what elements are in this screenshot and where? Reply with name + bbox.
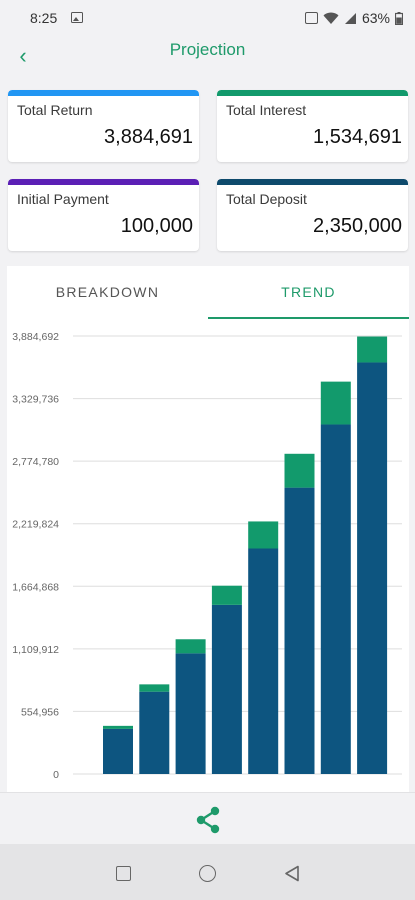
y-tick-label: 2,774,780 — [12, 456, 59, 468]
card-accent-strip — [217, 179, 408, 185]
tab-breakdown[interactable]: BREAKDOWN — [55, 284, 160, 300]
bar-deposit — [248, 548, 279, 774]
app-bar: ‹ Projection — [0, 36, 415, 76]
bar-interest — [211, 585, 242, 605]
bar-deposit — [103, 728, 133, 774]
nfc-icon — [304, 12, 318, 24]
total-interest-card: Total Interest 1,534,691 — [217, 90, 408, 162]
bar-interest — [175, 639, 206, 654]
wifi-icon — [323, 12, 339, 24]
y-tick-label: 1,109,912 — [12, 644, 59, 656]
battery-icon — [395, 11, 403, 25]
signal-icon — [344, 12, 356, 24]
bar-interest — [248, 521, 279, 549]
square-icon[interactable] — [116, 866, 131, 881]
initial-payment-card: Initial Payment 100,000 — [8, 179, 199, 251]
y-tick-label: 0 — [53, 769, 59, 781]
bar-deposit — [175, 653, 206, 774]
card-accent-strip — [217, 90, 408, 96]
bar-deposit — [357, 362, 388, 774]
y-tick-label: 1,664,868 — [12, 581, 59, 593]
total-interest-value: 1,534,691 — [313, 126, 402, 148]
tab-bar: BREAKDOWN TREND — [7, 266, 409, 320]
total-return-card: Total Return 3,884,691 — [8, 90, 199, 162]
bar-deposit — [211, 604, 242, 774]
triangle-back-icon[interactable] — [284, 865, 300, 882]
initial-payment-label: Initial Payment — [17, 191, 109, 207]
chevron-left-icon[interactable]: ‹ — [19, 43, 27, 68]
bottom-bar — [0, 792, 415, 844]
trend-chart: 0 554,956 1,109,912 1,664,868 2,219,824 2,774… — [12, 331, 402, 781]
total-interest-label: Total Interest — [226, 102, 307, 118]
bar-interest — [357, 336, 388, 363]
card-accent-strip — [8, 179, 199, 185]
chart-panel: BREAKDOWN TREND 0 554,956 1,109,912 1,664,8… — [7, 266, 409, 792]
system-nav-bar — [0, 844, 415, 900]
total-return-label: Total Return — [17, 102, 93, 118]
y-tick-label: 3,884,692 — [12, 331, 59, 343]
total-return-value: 3,884,691 — [104, 126, 193, 148]
bar-interest — [320, 381, 351, 425]
battery-percent: 63% — [361, 10, 390, 26]
initial-payment-value: 100,000 — [120, 215, 193, 237]
total-deposit-value: 2,350,000 — [313, 215, 402, 237]
circle-icon[interactable] — [199, 865, 216, 882]
status-indicators: 63% — [304, 10, 403, 26]
y-tick-label: 2,219,824 — [12, 519, 59, 531]
total-deposit-card: Total Deposit 2,350,000 — [217, 179, 408, 251]
bar-interest — [284, 453, 315, 488]
status-bar: 8:25 63% — [0, 0, 415, 36]
y-tick-label: 3,329,736 — [12, 394, 59, 406]
tab-trend[interactable]: TREND — [281, 284, 336, 300]
bar-deposit — [139, 691, 170, 774]
total-deposit-label: Total Deposit — [226, 191, 307, 207]
bar-interest — [139, 684, 170, 692]
bar-deposit — [284, 487, 315, 774]
bar-deposit — [320, 424, 351, 774]
bar-interest — [103, 725, 133, 729]
image-notification-icon — [71, 12, 83, 23]
share-icon[interactable] — [193, 805, 223, 835]
page-title: Projection — [169, 40, 246, 59]
tab-indicator — [208, 317, 409, 319]
card-accent-strip — [8, 90, 199, 96]
status-time: 8:25 — [30, 10, 58, 26]
y-tick-label: 554,956 — [21, 706, 59, 718]
